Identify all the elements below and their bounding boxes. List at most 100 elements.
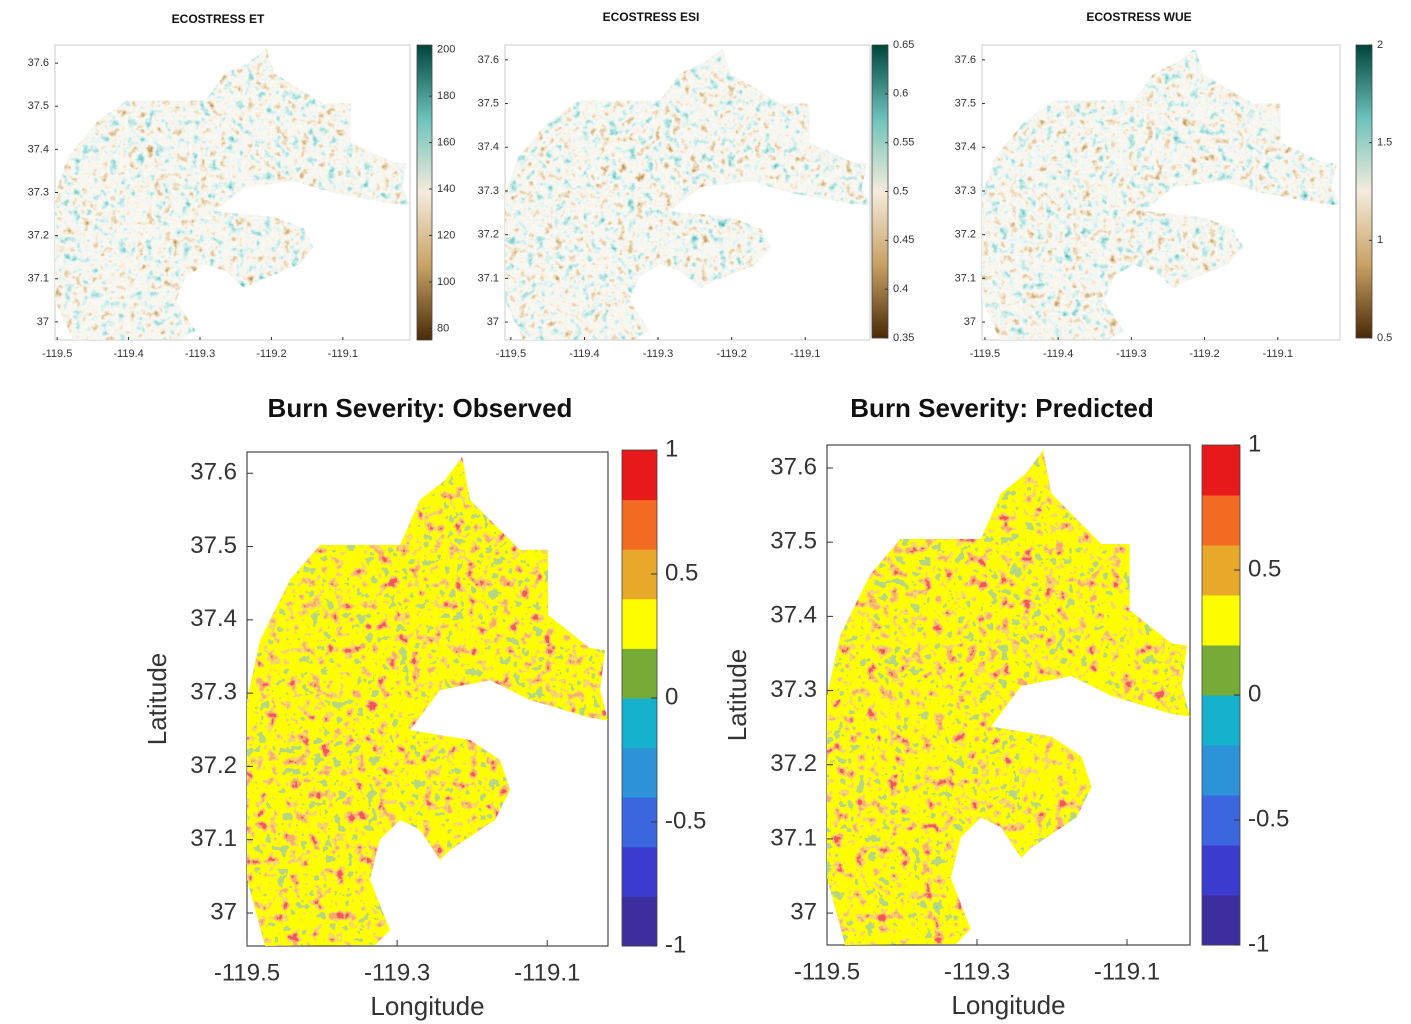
y-tick-label: 37.1 xyxy=(190,825,237,852)
y-tick-label: 37 xyxy=(964,316,976,328)
x-axis-label: Longitude xyxy=(370,991,484,1021)
y-tick-label: 37.4 xyxy=(478,141,499,153)
colorbar-tick-label: -0.5 xyxy=(1248,805,1289,832)
y-tick-label: 37.5 xyxy=(955,97,976,109)
y-axis-label: Latitude xyxy=(722,649,752,742)
colorbar-step xyxy=(1202,495,1240,546)
colorbar-tick-label: 200 xyxy=(437,44,455,56)
x-axis-label: Longitude xyxy=(951,990,1065,1020)
x-tick-label: -119.5 xyxy=(214,959,280,986)
y-tick-label: 37.6 xyxy=(190,459,237,486)
y-tick-label: 37.1 xyxy=(955,272,976,284)
colorbar-step xyxy=(622,450,657,501)
colorbar-tick-label: 0.4 xyxy=(893,283,908,295)
y-tick-label: 37.6 xyxy=(955,54,976,66)
y-axis-label: Latitude xyxy=(142,653,172,746)
colorbar xyxy=(872,45,888,338)
y-tick-label: 37.3 xyxy=(478,185,499,197)
colorbar-step xyxy=(622,698,657,749)
y-tick-label: 37.3 xyxy=(190,678,237,705)
colorbar-step xyxy=(622,499,657,550)
y-tick-label: 37.3 xyxy=(955,185,976,197)
colorbar-tick-label: 0 xyxy=(1248,680,1261,707)
colorbar-step xyxy=(1202,745,1240,796)
colorbar-tick-label: 160 xyxy=(437,136,455,148)
panel-title: Burn Severity: Predicted xyxy=(850,393,1153,423)
colorbar-tick-label: 1 xyxy=(665,435,678,462)
x-tick-label: -119.3 xyxy=(185,348,215,360)
colorbar-tick-label: 120 xyxy=(437,229,455,241)
x-tick-label: -119.1 xyxy=(790,348,820,360)
y-tick-label: 37.6 xyxy=(478,54,499,66)
y-tick-label: 37 xyxy=(487,316,499,328)
colorbar-tick-label: 0.5 xyxy=(1248,555,1281,582)
x-tick-label: -119.3 xyxy=(1116,348,1146,360)
y-tick-label: 37.5 xyxy=(190,532,237,559)
colorbar-step xyxy=(1202,595,1240,646)
panel-title: ECOSTRESS ESI xyxy=(603,10,700,24)
colorbar-tick-label: -1 xyxy=(1248,930,1269,957)
colorbar-frame xyxy=(416,44,433,341)
colorbar-step xyxy=(1202,445,1240,496)
x-tick-label: -119.1 xyxy=(1094,958,1160,985)
y-tick-label: 37.1 xyxy=(770,824,817,851)
y-tick-label: 37.2 xyxy=(955,229,976,241)
panel-title: Burn Severity: Observed xyxy=(268,393,573,423)
colorbar-tick-label: 1.5 xyxy=(1377,137,1392,149)
colorbar-tick-label: 0.5 xyxy=(1377,332,1392,344)
x-tick-label: -119.5 xyxy=(42,348,72,360)
x-tick-label: -119.5 xyxy=(970,348,1000,360)
y-tick-label: 37.1 xyxy=(478,272,499,284)
colorbar-tick-label: 80 xyxy=(437,322,449,334)
colorbar-tick-label: 140 xyxy=(437,183,455,195)
x-tick-label: -119.1 xyxy=(1263,348,1293,360)
x-tick-label: -119.2 xyxy=(256,348,286,360)
y-tick-label: 37.5 xyxy=(770,528,817,555)
y-tick-label: 37.4 xyxy=(190,605,237,632)
y-tick-label: 37.5 xyxy=(478,97,499,109)
x-tick-label: -119.2 xyxy=(716,348,746,360)
y-tick-label: 37 xyxy=(790,898,817,925)
colorbar-tick-label: -1 xyxy=(665,931,686,958)
colorbar-tick-label: 0.45 xyxy=(893,234,914,246)
colorbar xyxy=(1356,45,1372,338)
colorbar-step xyxy=(622,896,657,947)
y-tick-label: 37.2 xyxy=(190,752,237,779)
y-tick-label: 37.4 xyxy=(770,602,817,629)
x-tick-label: -119.5 xyxy=(496,348,526,360)
y-tick-label: 37.2 xyxy=(28,230,49,242)
colorbar-step xyxy=(1202,545,1240,596)
y-tick-label: 37.4 xyxy=(28,143,49,155)
panel-title: ECOSTRESS ET xyxy=(172,12,265,26)
panel-title: ECOSTRESS WUE xyxy=(1086,10,1191,24)
x-tick-label: -119.2 xyxy=(1189,348,1219,360)
y-tick-label: 37.5 xyxy=(28,100,49,112)
y-tick-label: 37 xyxy=(210,898,237,925)
colorbar-tick-label: 0.5 xyxy=(665,559,698,586)
colorbar-step xyxy=(622,747,657,798)
colorbar-tick-label: -0.5 xyxy=(665,807,706,834)
colorbar-frame xyxy=(1355,44,1373,339)
colorbar-tick-label: 0.5 xyxy=(893,185,908,197)
colorbar-tick-label: 0.35 xyxy=(893,332,914,344)
colorbar-step xyxy=(1202,795,1240,846)
colorbar-tick-label: 0.6 xyxy=(893,88,908,100)
colorbar-step xyxy=(1202,695,1240,746)
x-tick-label: -119.5 xyxy=(794,958,860,985)
colorbar-tick-label: 2 xyxy=(1377,39,1383,51)
colorbar-step xyxy=(622,598,657,649)
y-tick-label: 37.6 xyxy=(770,453,817,480)
colorbar xyxy=(417,45,432,340)
colorbar-tick-label: 0.65 xyxy=(893,39,914,51)
colorbar-tick-label: 180 xyxy=(437,90,455,102)
colorbar-tick-label: 0 xyxy=(665,683,678,710)
colorbar-step xyxy=(622,648,657,699)
x-tick-label: -119.3 xyxy=(364,959,430,986)
y-tick-label: 37.3 xyxy=(770,676,817,703)
x-tick-label: -119.3 xyxy=(944,958,1010,985)
y-tick-label: 37.6 xyxy=(28,57,49,69)
y-tick-label: 37.1 xyxy=(28,273,49,285)
colorbar-step xyxy=(1202,895,1240,946)
